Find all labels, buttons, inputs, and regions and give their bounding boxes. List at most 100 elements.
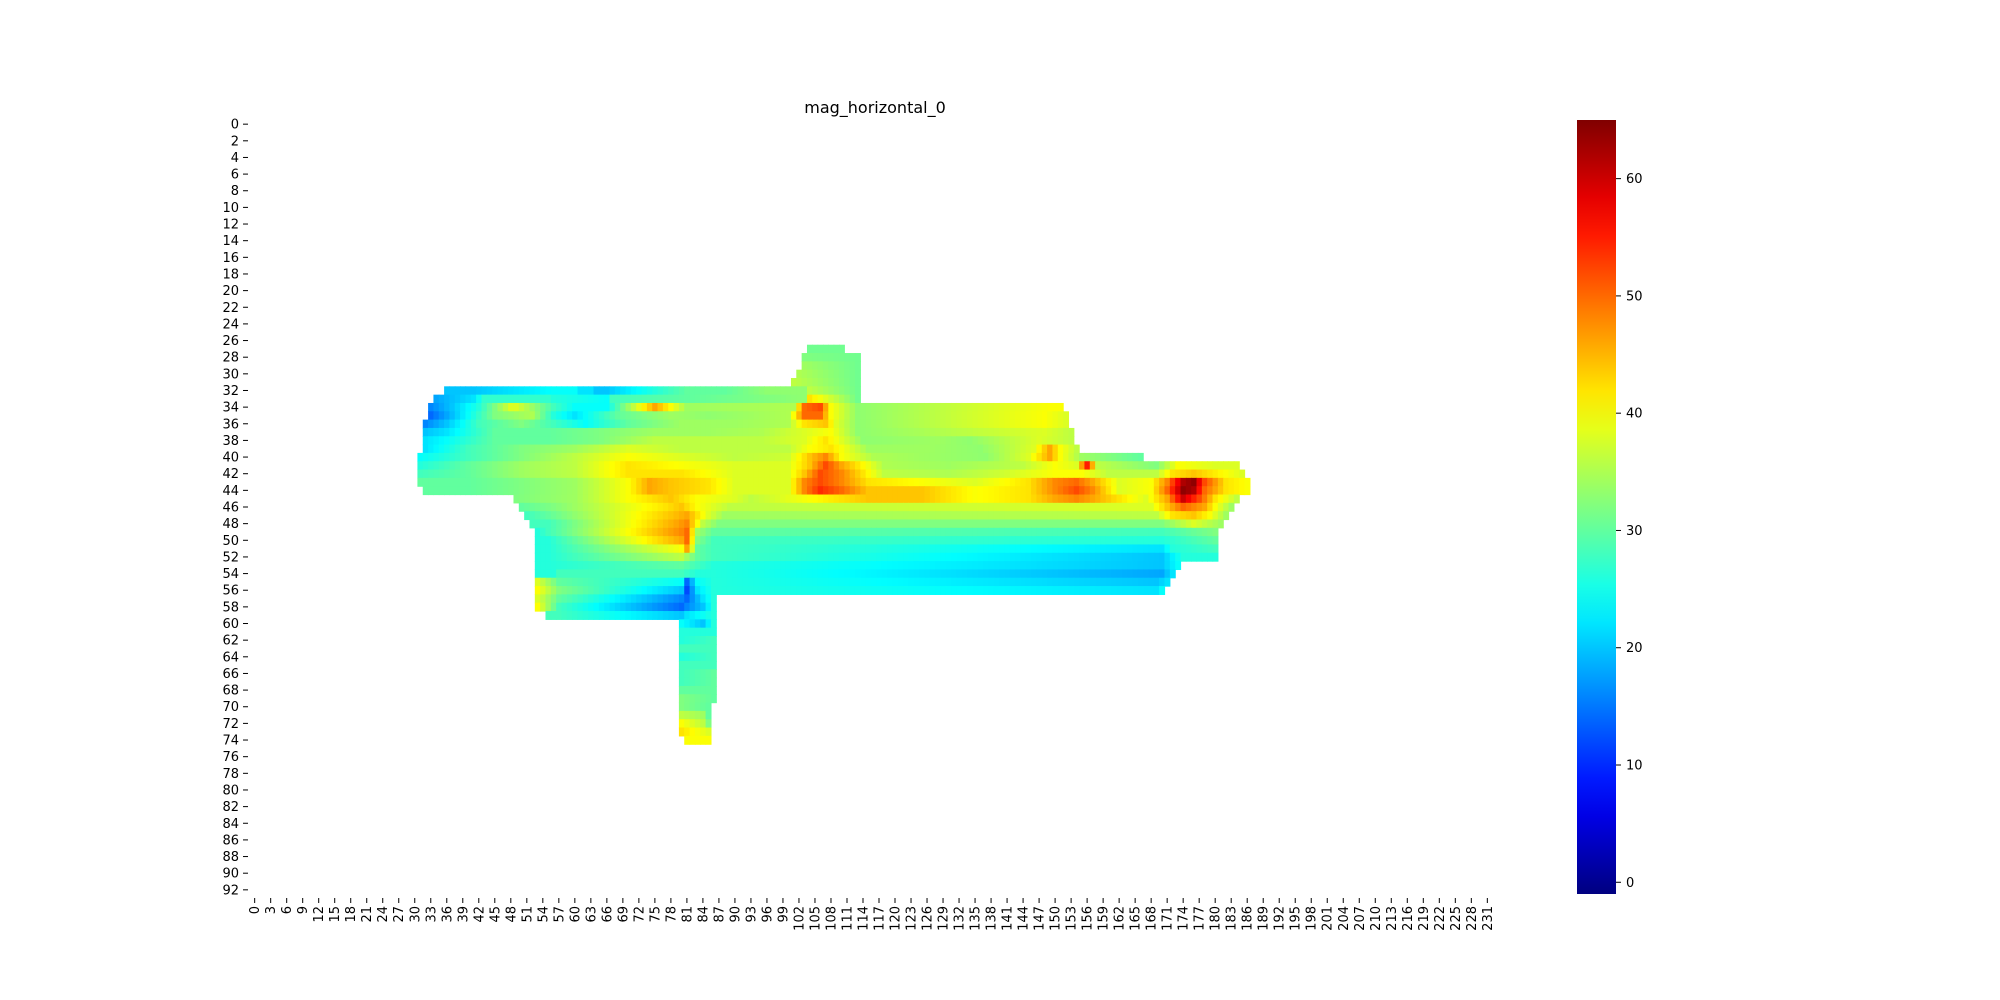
heatmap-cell	[1159, 536, 1166, 546]
heatmap-cell	[956, 519, 963, 529]
heatmap-cell	[945, 519, 952, 529]
heatmap-cell	[732, 561, 739, 571]
heatmap-cell	[849, 552, 856, 562]
colorbar	[1577, 120, 1616, 894]
heatmap-cell	[758, 486, 765, 496]
heatmap-cell	[1159, 552, 1166, 562]
heatmap-cell	[1137, 486, 1144, 496]
x-tick-label: 129	[937, 906, 952, 931]
heatmap-cell	[806, 519, 813, 529]
heatmap-cell	[833, 394, 840, 404]
heatmap-cell	[871, 477, 877, 487]
heatmap-cell	[838, 436, 845, 446]
heatmap-cell	[801, 394, 808, 404]
heatmap-cell	[630, 594, 637, 604]
heatmap-cell	[572, 519, 579, 529]
heatmap-cell	[566, 436, 573, 446]
heatmap-cell	[908, 452, 915, 462]
heatmap-cell	[876, 561, 883, 571]
heatmap-cell	[1020, 419, 1027, 429]
heatmap-cell	[967, 511, 973, 521]
heatmap-cell	[1052, 552, 1059, 562]
heatmap-cell	[822, 419, 829, 429]
heatmap-cell	[726, 511, 733, 521]
heatmap-cell	[700, 652, 707, 662]
heatmap-cell	[689, 561, 696, 571]
heatmap-cell	[593, 577, 600, 587]
heatmap-cell	[1063, 544, 1070, 554]
heatmap-cell	[566, 561, 573, 571]
heatmap-cell	[710, 669, 717, 679]
heatmap-cell	[620, 602, 627, 612]
heatmap-cell	[636, 394, 643, 404]
heatmap-cell	[871, 427, 877, 437]
heatmap-cell	[892, 536, 899, 546]
heatmap-cell	[887, 586, 893, 595]
heatmap-cell	[582, 427, 589, 437]
heatmap-cell	[1052, 469, 1059, 479]
heatmap-cell	[1196, 486, 1203, 496]
heatmap-cell	[716, 386, 723, 396]
heatmap-cell	[684, 544, 691, 554]
heatmap-cell	[854, 486, 861, 496]
heatmap-cell	[1036, 502, 1043, 512]
heatmap-cell	[924, 519, 931, 529]
heatmap-cell	[887, 527, 893, 537]
heatmap-cell	[817, 552, 824, 562]
heatmap-cell	[1057, 427, 1064, 437]
heatmap-cell	[817, 577, 824, 587]
heatmap-cell	[1105, 486, 1112, 496]
heatmap-cell	[1175, 502, 1182, 512]
heatmap-cell	[817, 469, 824, 479]
heatmap-cell	[705, 494, 712, 504]
heatmap-cell	[1084, 461, 1091, 471]
heatmap-cell	[577, 469, 584, 479]
heatmap-cell	[1047, 427, 1054, 437]
heatmap-cell	[892, 527, 899, 537]
heatmap-cell	[625, 452, 632, 462]
heatmap-cell	[828, 427, 835, 437]
heatmap-cell	[620, 561, 627, 571]
heatmap-cell	[742, 527, 749, 537]
heatmap-cell	[1036, 552, 1043, 562]
heatmap-cell	[1079, 569, 1086, 579]
heatmap-cell	[630, 611, 637, 620]
heatmap-cell	[1121, 561, 1128, 571]
heatmap-cell	[1127, 469, 1134, 479]
heatmap-cell	[844, 444, 851, 454]
heatmap-cell	[774, 569, 781, 579]
heatmap-cell	[668, 569, 675, 579]
heatmap-cell	[486, 419, 493, 429]
heatmap-cell	[897, 452, 904, 462]
heatmap-cell	[780, 469, 787, 479]
heatmap-cell	[753, 477, 760, 487]
heatmap-cell	[1036, 419, 1043, 429]
heatmap-cell	[673, 511, 680, 521]
heatmap-cell	[977, 486, 984, 496]
heatmap-cell	[657, 527, 664, 537]
heatmap-cell	[1004, 402, 1011, 412]
heatmap-cell	[540, 602, 547, 612]
heatmap-cell	[1047, 469, 1054, 479]
heatmap-cell	[593, 486, 600, 496]
heatmap-cell	[630, 569, 637, 579]
heatmap-cell	[673, 461, 680, 471]
heatmap-cell	[1015, 419, 1022, 429]
heatmap-cell	[812, 361, 819, 371]
heatmap-cell	[700, 477, 707, 487]
heatmap-cell	[769, 536, 776, 546]
heatmap-cell	[641, 569, 648, 579]
heatmap-cell	[737, 477, 744, 487]
heatmap-cell	[1015, 536, 1022, 546]
heatmap-cell	[1100, 511, 1107, 521]
heatmap-cell	[732, 569, 739, 579]
heatmap-cell	[662, 477, 669, 487]
heatmap-cell	[476, 486, 483, 496]
heatmap-cell	[822, 402, 829, 412]
heatmap-cell	[1031, 444, 1038, 454]
heatmap-cell	[913, 494, 920, 504]
heatmap-cell	[854, 436, 861, 446]
heatmap-cell	[876, 469, 883, 479]
heatmap-cell	[1036, 519, 1043, 529]
heatmap-cell	[833, 353, 840, 362]
